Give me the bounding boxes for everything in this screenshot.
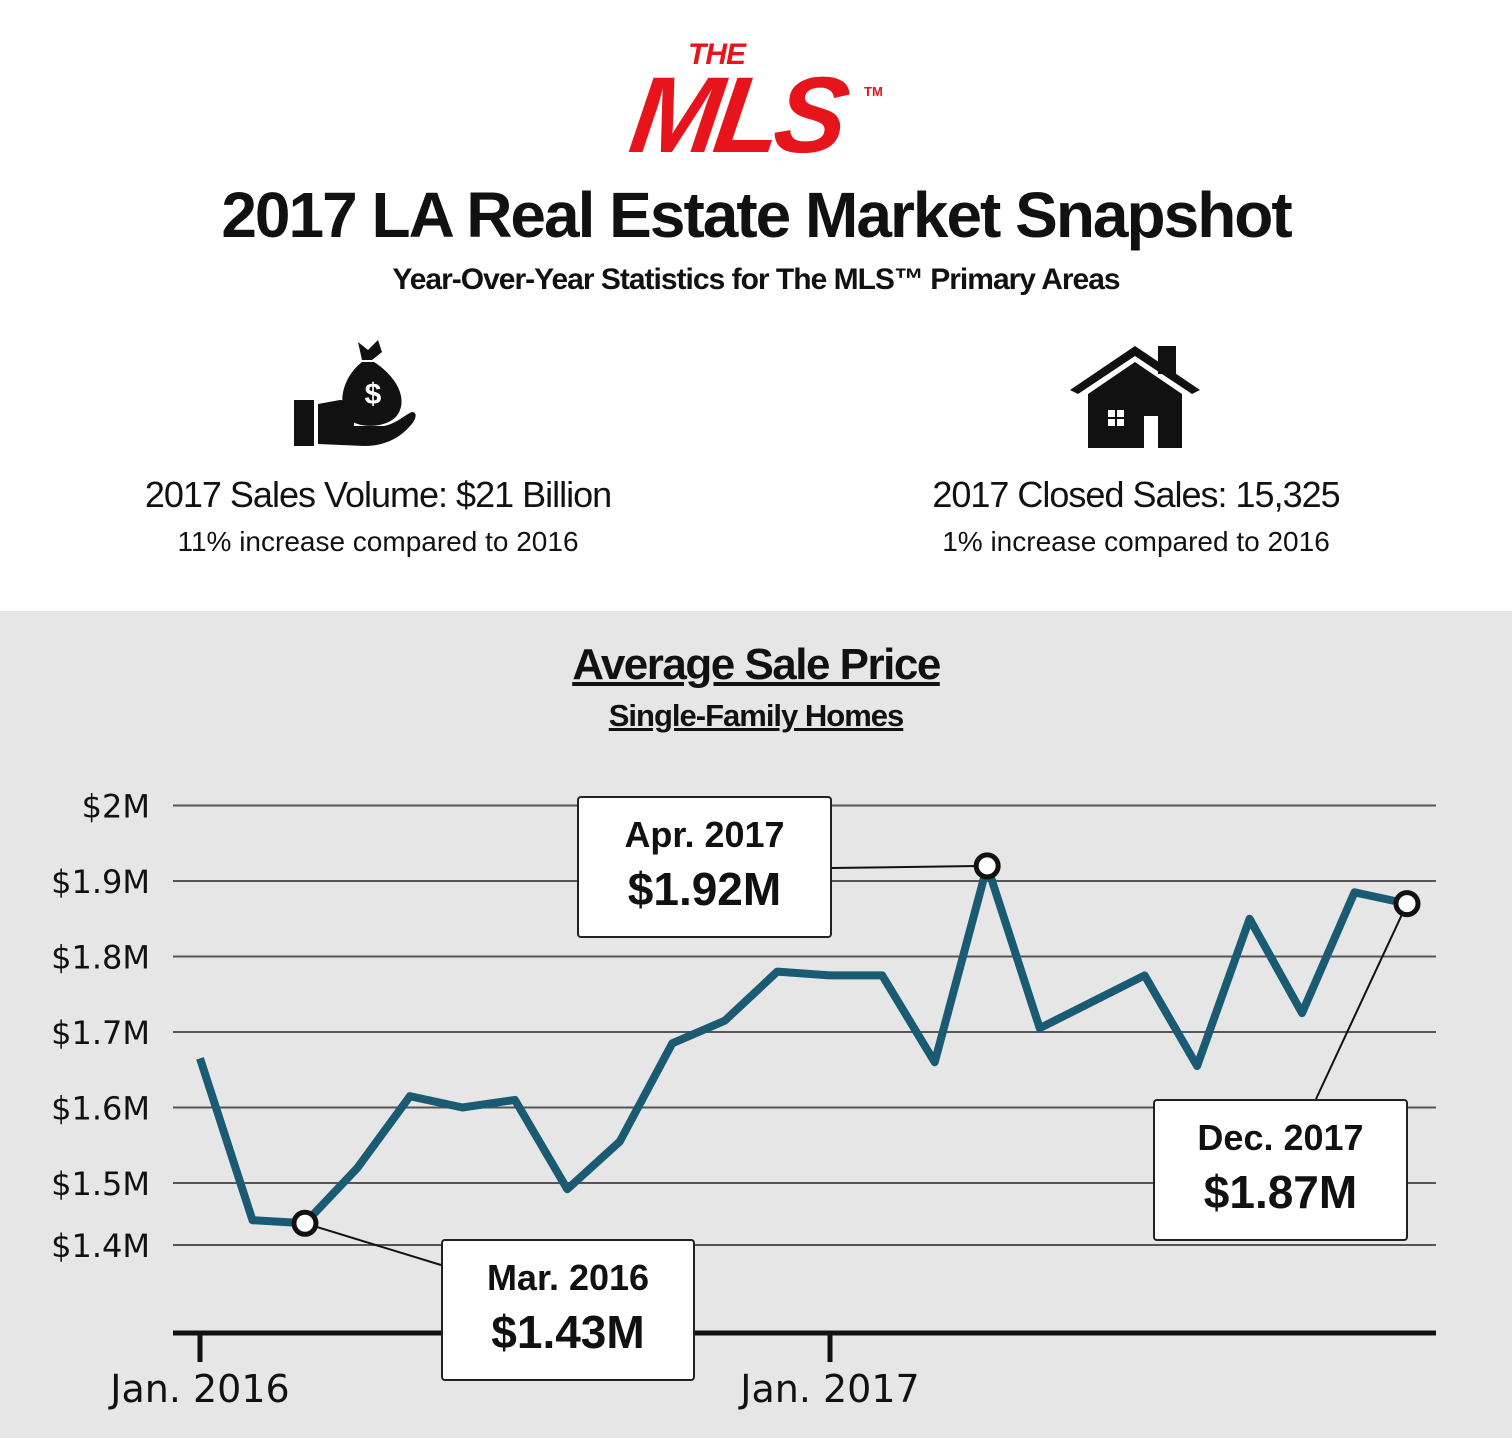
svg-text:$: $	[365, 378, 382, 411]
y-tick-label: $2M	[82, 788, 150, 826]
callout-value: $1.92M	[627, 863, 782, 915]
callout-date: Mar. 2016	[486, 1257, 650, 1298]
callout-apr-2017: Apr. 2017 $1.92M	[577, 796, 832, 938]
closed-sales-change: 1% increase compared to 2016	[942, 526, 1330, 557]
y-tick-label: $1.9M	[51, 863, 150, 901]
y-tick-label: $1.4M	[51, 1227, 150, 1265]
closed-sales-headline: 2017 Closed Sales: 15,325	[932, 474, 1340, 515]
sales-volume-change: 11% increase compared to 2016	[177, 526, 579, 557]
mls-logo: THE MLS TM	[620, 36, 900, 186]
highlight-marker	[291, 1209, 319, 1237]
sales-volume-headline: 2017 Sales Volume: $21 Billion	[144, 474, 612, 515]
callout-value: $1.87M	[1203, 1166, 1358, 1218]
y-tick-label: $1.8M	[51, 939, 150, 977]
callout-dec-2017: Dec. 2017 $1.87M	[1153, 1099, 1408, 1241]
money-bag-hand-icon: $	[294, 340, 416, 446]
callout-date: Apr. 2017	[624, 814, 785, 855]
y-tick-label: $1.6M	[51, 1090, 150, 1128]
house-icon	[1070, 346, 1200, 448]
x-tick-label: Jan. 2016	[108, 1367, 289, 1411]
chart-subtitle: Single-Family Homes	[608, 698, 905, 733]
callout-leader-line	[1315, 903, 1408, 1100]
callout-value: $1.43M	[491, 1306, 645, 1358]
page-title: 2017 LA Real Estate Market Snapshot	[221, 179, 1292, 251]
page-subtitle: Year-Over-Year Statistics for The MLS™ P…	[392, 263, 1120, 296]
logo-the-text: THE	[688, 38, 746, 71]
highlight-marker	[1393, 890, 1421, 918]
y-tick-label: $1.7M	[51, 1014, 150, 1052]
closed-sales-stat: 2017 Closed Sales: 15,325 1% increase co…	[826, 474, 1446, 558]
chart-title: Average Sale Price	[572, 640, 941, 689]
x-tick-label: Jan. 2017	[738, 1367, 919, 1411]
callout-date: Dec. 2017	[1197, 1117, 1364, 1158]
sales-volume-stat: 2017 Sales Volume: $21 Billion 11% incre…	[68, 474, 688, 558]
callout-mar-2016: Mar. 2016 $1.43M	[441, 1239, 695, 1381]
y-tick-label: $1.5M	[51, 1165, 150, 1203]
callout-leader-line	[831, 864, 988, 869]
series-line	[196, 861, 1408, 1228]
chart-panel	[0, 611, 1512, 1438]
callout-leader-line	[304, 1222, 442, 1266]
highlight-marker	[973, 852, 1001, 880]
logo-trademark: TM	[864, 84, 883, 99]
